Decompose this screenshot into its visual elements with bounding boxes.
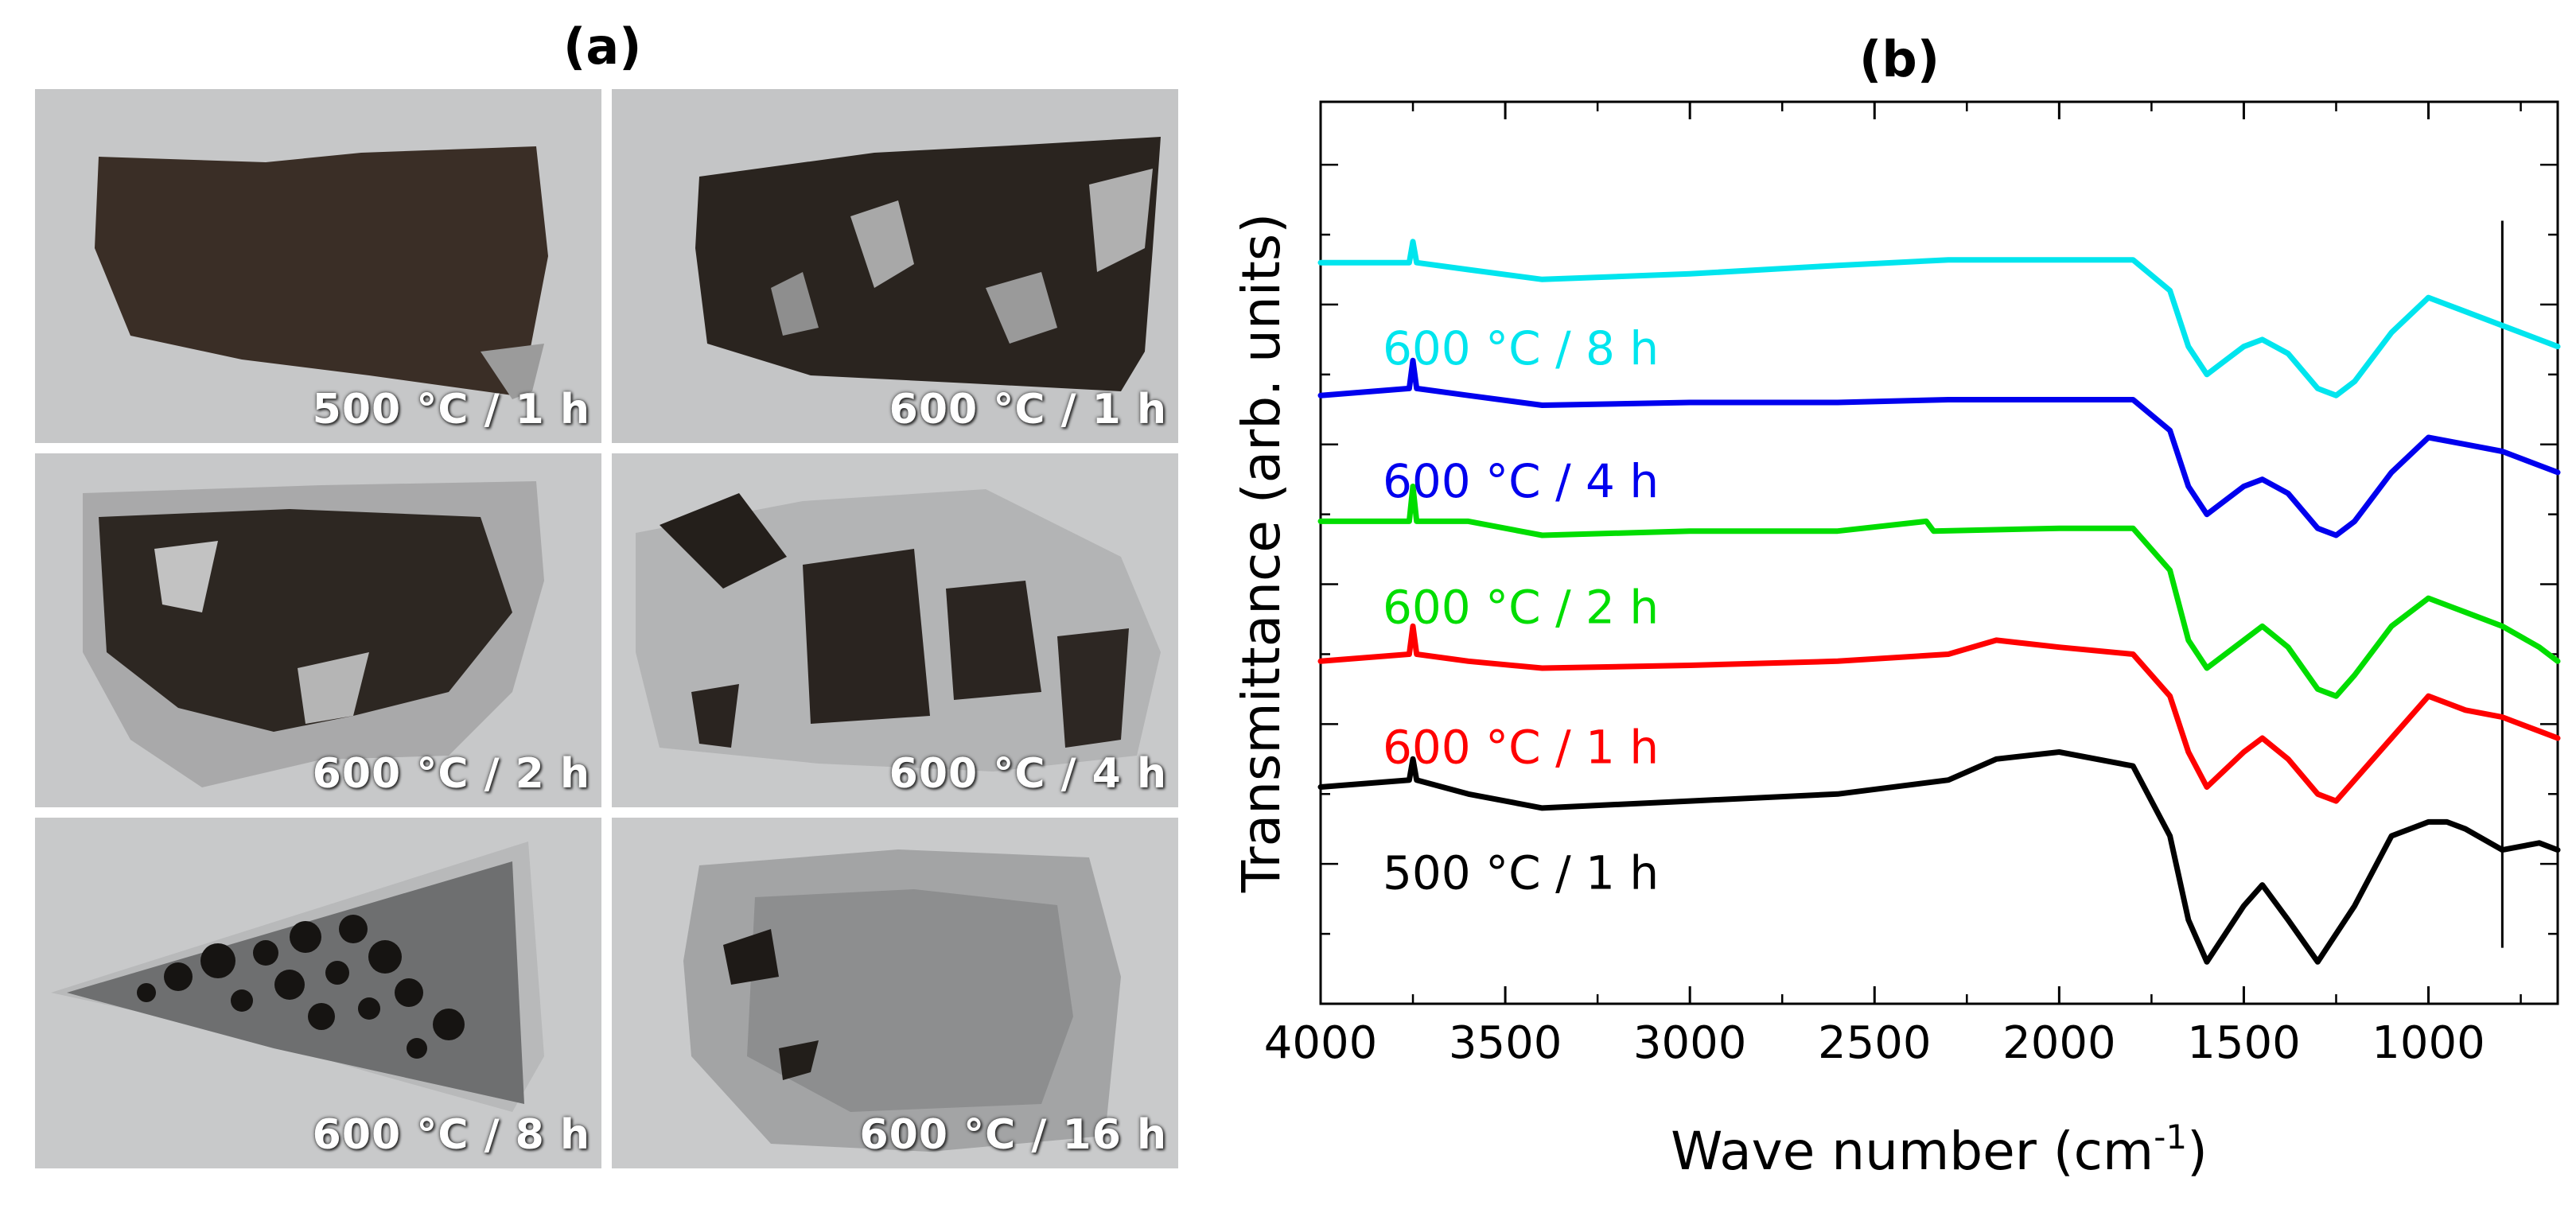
photo-caption: 600 °C / 1 h <box>889 386 1167 433</box>
series-line <box>1317 623 2561 804</box>
foil-illustration <box>35 453 601 807</box>
photo-caption: 600 °C / 16 h <box>859 1111 1167 1159</box>
plot-area: 4000 3500 3000 2500 2000 1500 1000 <box>1264 100 2559 1069</box>
sample-photo-600c-1h: 600 °C / 1 h <box>612 89 1178 443</box>
panel-a-title: (a) <box>563 17 642 76</box>
sample-photo-600c-4h: 600 °C / 4 h <box>612 453 1178 807</box>
foil-illustration <box>612 89 1178 443</box>
series-line <box>1317 239 2561 398</box>
plot-frame <box>1319 100 2559 1005</box>
axis-labels: Wave number (cm-1) Transmittance (arb. un… <box>1231 213 2208 1182</box>
series-line <box>1317 749 2561 965</box>
x-axis-label: Wave number (cm-1) <box>1671 1118 2208 1182</box>
curve-label: 500 °C / 1 h <box>1383 845 1659 900</box>
photo-grid: 500 °C / 1 h 600 °C / 1 h 600 ° <box>35 89 1178 1168</box>
photo-caption: 500 °C / 1 h <box>312 386 590 433</box>
x-tick-label: 3000 <box>1633 1017 1747 1069</box>
curve-label: 600 °C / 8 h <box>1383 321 1659 375</box>
photo-caption: 600 °C / 4 h <box>889 750 1167 798</box>
x-tick-label: 3500 <box>1449 1017 1562 1069</box>
x-tick-label: 4000 <box>1264 1017 1378 1069</box>
x-tick-label: 1500 <box>2187 1017 2301 1069</box>
foil-illustration <box>35 818 601 1168</box>
foil-illustration <box>612 818 1178 1168</box>
foil-illustration <box>612 453 1178 807</box>
foil-illustration <box>35 89 601 443</box>
photo-caption: 600 °C / 2 h <box>312 750 590 798</box>
series-layer <box>1317 239 2561 965</box>
sample-photo-600c-8h: 600 °C / 8 h <box>35 818 601 1168</box>
panel-b-title: (b) <box>1859 30 1940 88</box>
sample-photo-600c-2h: 600 °C / 2 h <box>35 453 601 807</box>
photo-caption: 600 °C / 8 h <box>312 1111 590 1159</box>
x-tick-label: 1000 <box>2372 1017 2485 1069</box>
annotation-layer: 500 °C / 1 h 600 °C / 1 h 600 °C / 2 h 600 … <box>1383 321 1659 900</box>
sample-photo-600c-16h: 600 °C / 16 h <box>612 818 1178 1168</box>
x-tick-label: 2000 <box>2002 1017 2116 1069</box>
x-tick-label: 2500 <box>1818 1017 1932 1069</box>
curve-label: 600 °C / 1 h <box>1383 720 1659 774</box>
curve-label: 600 °C / 2 h <box>1383 580 1659 634</box>
sample-photo-500c-1h: 500 °C / 1 h <box>35 89 601 443</box>
series-line <box>1317 357 2561 538</box>
series-line <box>1317 484 2561 699</box>
curve-label: 600 °C / 4 h <box>1383 454 1659 508</box>
y-axis-label: Transmittance (arb. units) <box>1231 213 1292 893</box>
